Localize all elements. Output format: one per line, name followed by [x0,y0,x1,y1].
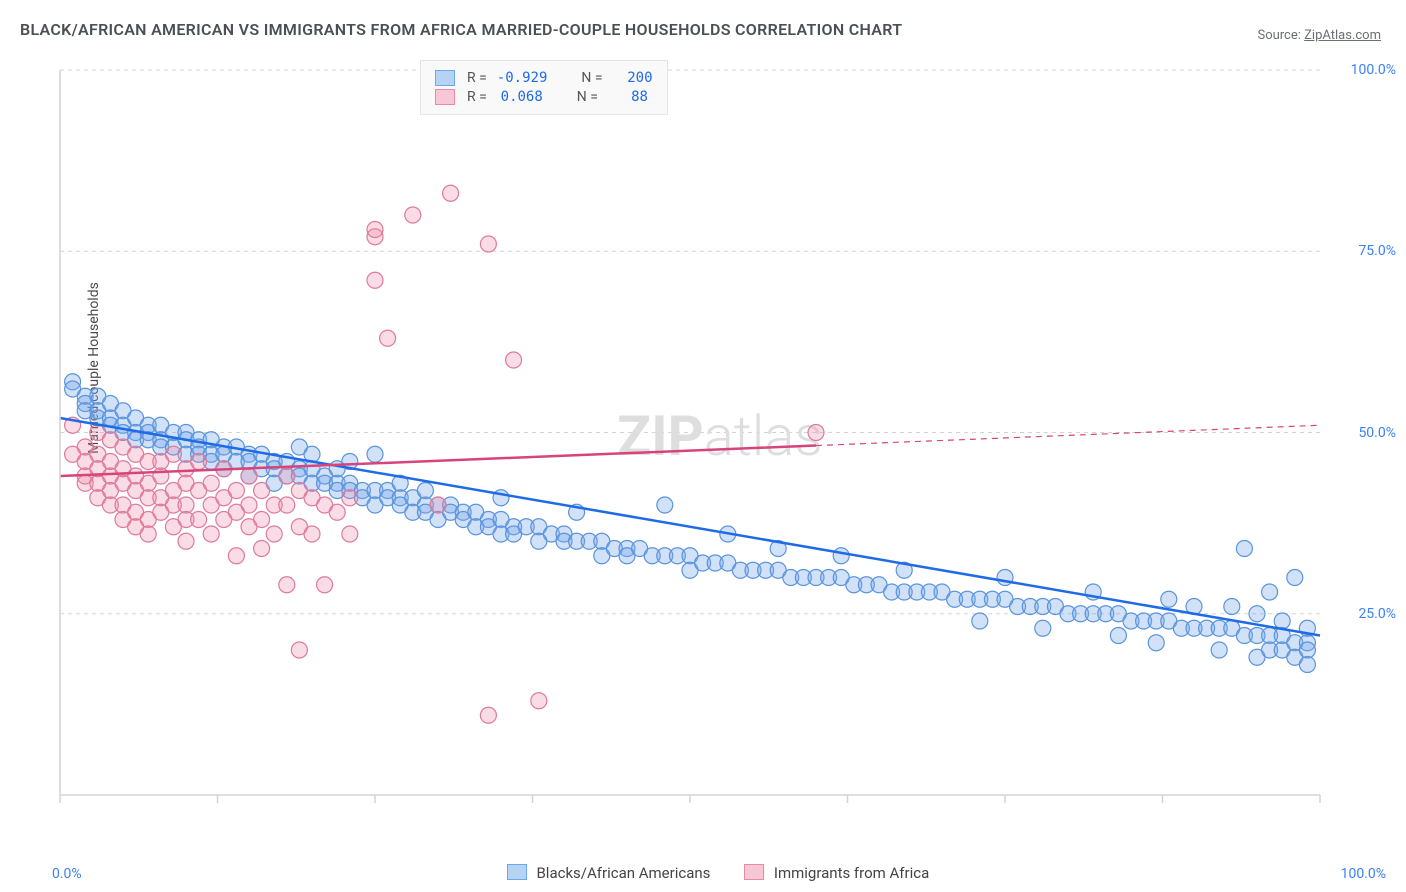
swatch-series-1 [435,70,455,86]
r-label: R = [467,70,487,86]
chart-container: BLACK/AFRICAN AMERICAN VS IMMIGRANTS FRO… [0,0,1406,892]
series-2-name: Immigrants from Africa [774,864,929,882]
y-tick-label: 75.0% [1358,243,1396,259]
source-prefix: Source: [1257,28,1304,43]
swatch-series-2 [744,864,764,880]
chart-title: BLACK/AFRICAN AMERICAN VS IMMIGRANTS FRO… [20,20,902,39]
y-tick-label: 100.0% [1351,62,1396,78]
y-tick-label: 25.0% [1358,606,1396,622]
n-value-series-2: 88 [608,89,648,105]
swatch-series-2 [435,89,455,105]
source-citation: Source: ZipAtlas.com [1257,28,1381,43]
source-link[interactable]: ZipAtlas.com [1304,28,1381,43]
correlation-stats-legend: R = -0.929 N = 200 R = 0.068 N = 88 [420,60,668,115]
stats-row-series-2: R = 0.068 N = 88 [435,89,653,105]
r-value-series-1: -0.929 [497,70,548,86]
x-tick-max: 100.0% [1341,866,1386,882]
n-label: N = [577,89,598,105]
scatter-chart-svg: ZIPatlas [50,55,1390,830]
series-legend: Blacks/African Americans Immigrants from… [0,864,1406,882]
y-tick-label: 50.0% [1358,425,1396,441]
r-value-series-2: 0.068 [497,89,543,105]
swatch-series-1 [507,864,527,880]
watermark-text: ZIPatlas [617,403,823,469]
series-1-name: Blacks/African Americans [536,864,710,882]
x-tick-min: 0.0% [52,866,82,882]
stats-row-series-1: R = -0.929 N = 200 [435,70,653,86]
n-value-series-1: 200 [613,70,653,86]
n-label: N = [581,70,602,86]
r-label: R = [467,89,487,105]
